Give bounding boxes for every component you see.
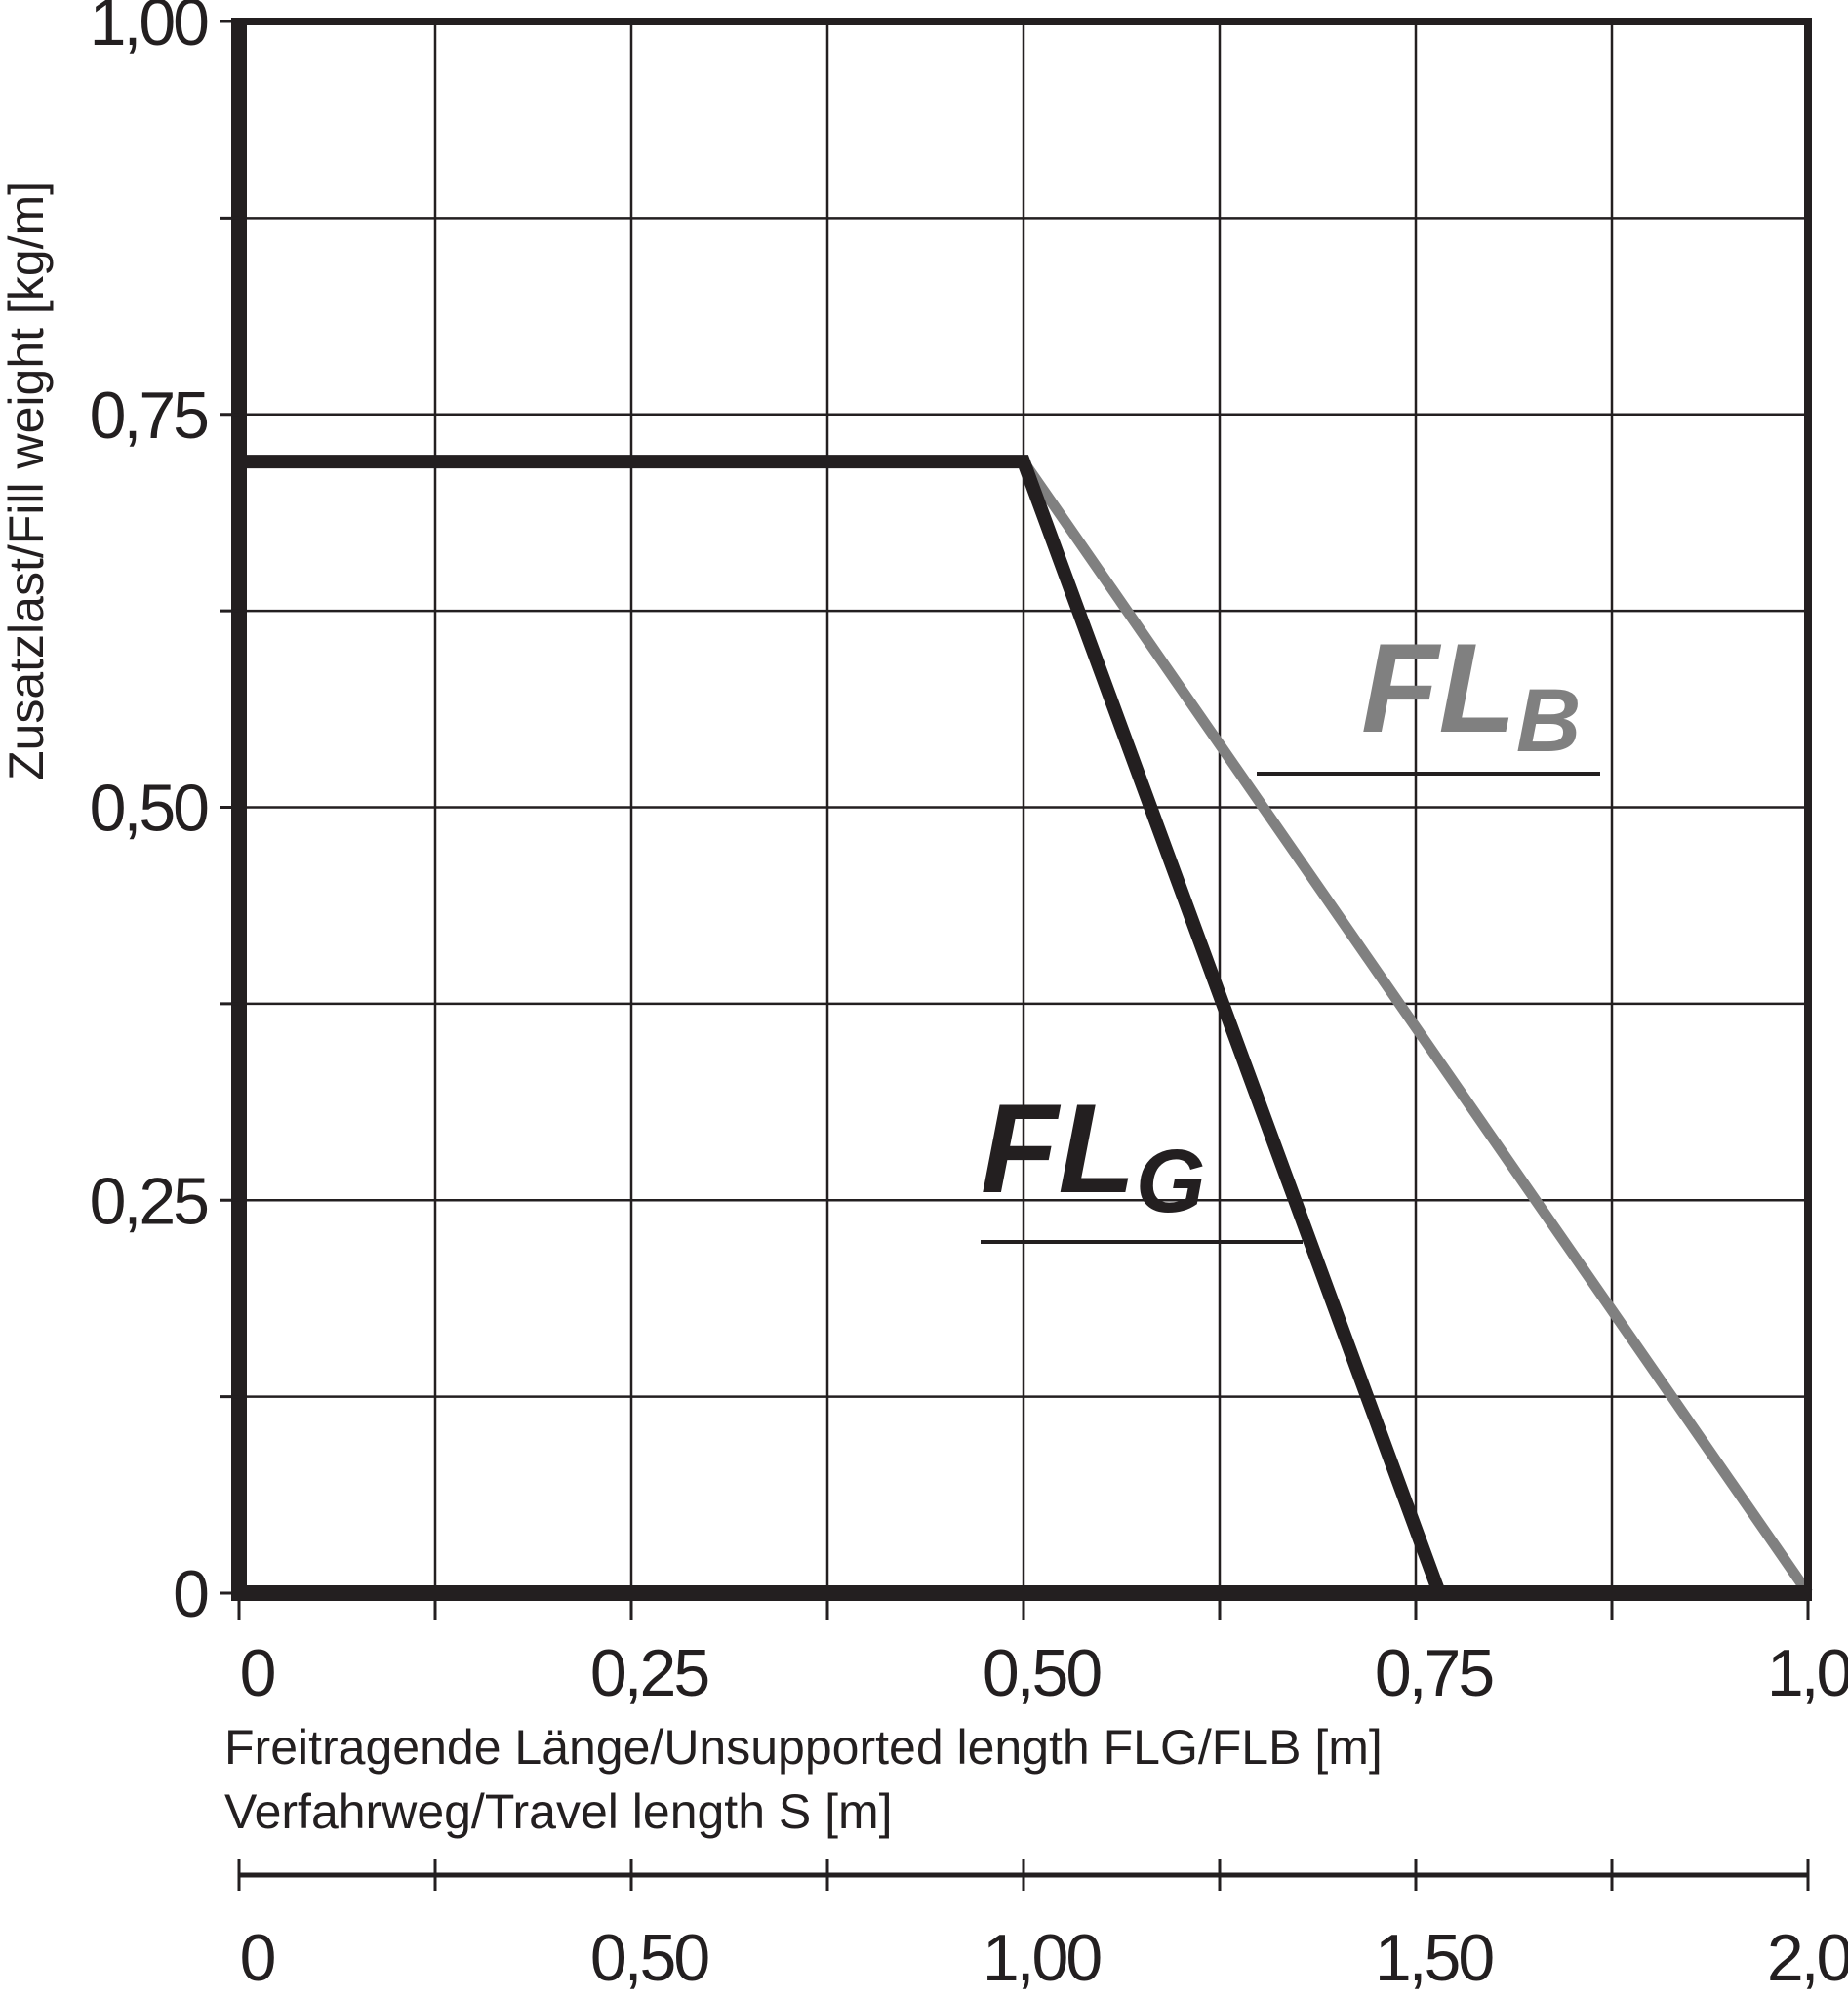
y-tick-label: 0,25 — [90, 1164, 208, 1238]
y-tick-label: 0,50 — [90, 772, 209, 846]
y-tick-label: 1,00 — [90, 0, 209, 60]
y-tick-label: 0,75 — [90, 379, 208, 453]
x-tick-label: 0,25 — [590, 1636, 708, 1710]
x2-tick-label: 0,50 — [590, 1921, 709, 1995]
x2-tick-label: 2,00 — [1767, 1921, 1848, 1995]
tick-marks — [220, 20, 1810, 1891]
series-lines — [239, 455, 1813, 1597]
x2-axis-title: Verfahrweg/Travel length S [m] — [224, 1784, 893, 1839]
x2-tick-label: 0 — [240, 1921, 275, 1995]
series-label-flb: FLB — [1361, 617, 1581, 771]
series-labels: FLB FLG — [981, 617, 1600, 1244]
x2-tick-label: 1,00 — [983, 1921, 1102, 1995]
x-tick-label: 0,50 — [983, 1636, 1102, 1710]
x-tick-label: 1,00 — [1767, 1636, 1848, 1710]
x-axis-title: Freitragende Länge/Unsupported length FL… — [224, 1720, 1383, 1775]
x-tick-label: 0,75 — [1375, 1636, 1493, 1710]
y-axis-title: Zusatzlast/Fill weight [kg/m] — [0, 181, 54, 780]
grid — [239, 21, 1808, 1593]
plot-frame — [231, 18, 1812, 1601]
series-line-flg — [239, 455, 1446, 1596]
series-label-flg: FLG — [981, 1077, 1205, 1231]
tick-labels: 0 0,25 0,50 0,75 1,00 0 0,50 1,00 1,50 2,00 0 0,25 0… — [90, 0, 1848, 1995]
x2-tick-label: 1,50 — [1375, 1921, 1494, 1995]
x-tick-label: 0 — [240, 1636, 275, 1710]
y-tick-label: 0 — [173, 1557, 208, 1631]
